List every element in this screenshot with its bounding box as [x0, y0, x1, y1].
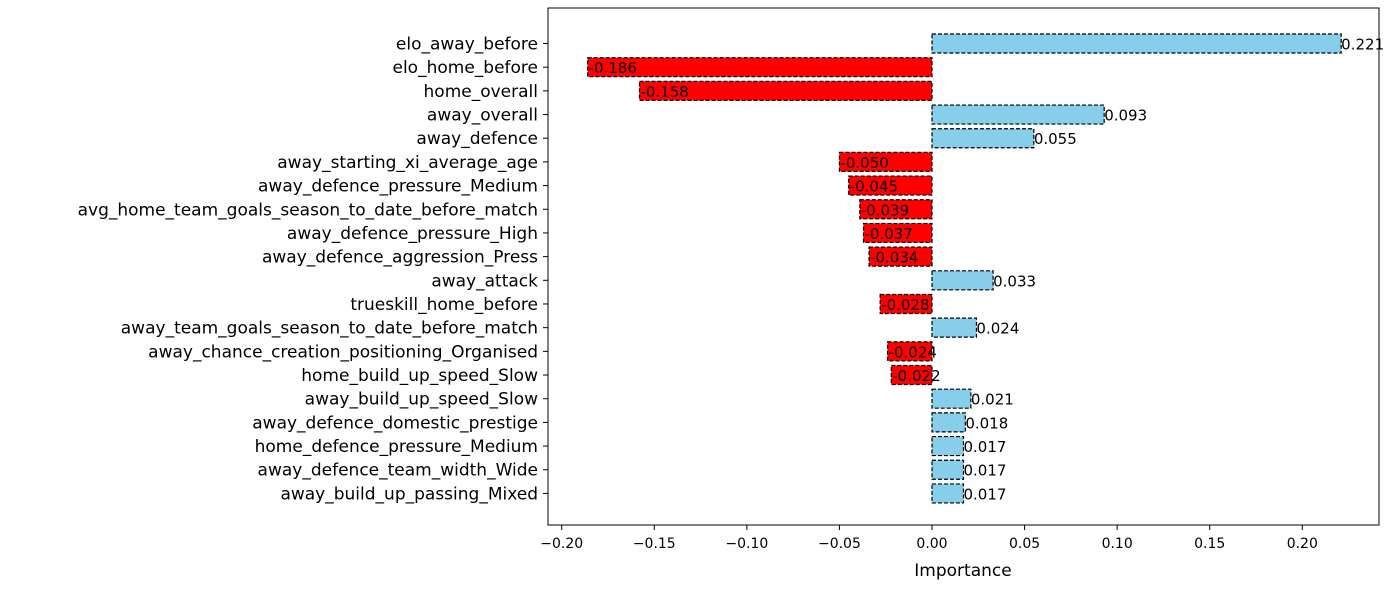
x-tick-label: 0.10 — [1102, 536, 1133, 552]
bar — [638, 80, 933, 101]
x-axis: −0.20 −0.15 −0.10 −0.05 0.00 0.05 0.10 0.15 0.20 — [540, 525, 1318, 552]
category-label: away_defence_pressure_High — [287, 224, 538, 244]
value-label: -0.028 — [881, 296, 929, 314]
category-label: away_starting_xi_average_age — [277, 153, 538, 173]
x-axis-title: Importance — [914, 561, 1011, 581]
category-label: away_defence_team_width_Wide — [258, 461, 538, 481]
x-tick-label: −0.20 — [540, 536, 583, 552]
value-label: 0.033 — [993, 272, 1036, 290]
value-label: 0.055 — [1034, 130, 1077, 148]
value-label: 0.024 — [976, 320, 1019, 338]
bar — [838, 151, 933, 172]
value-label: -0.039 — [861, 201, 909, 219]
x-tick-label: −0.15 — [633, 536, 676, 552]
value-label: -0.158 — [640, 83, 688, 101]
x-tick-label: −0.05 — [818, 536, 861, 552]
bar — [931, 128, 1035, 149]
bar — [879, 293, 933, 315]
bar — [848, 175, 933, 196]
value-label: -0.037 — [864, 225, 912, 243]
category-label: away_build_up_speed_Slow — [305, 390, 538, 410]
category-label: away_team_goals_season_to_date_before_ma… — [121, 319, 538, 339]
value-label: -0.050 — [840, 154, 888, 172]
value-label: -0.024 — [889, 343, 937, 361]
bar — [868, 246, 933, 267]
bar — [931, 317, 978, 338]
category-label: home_defence_pressure_Medium — [255, 437, 538, 457]
bar — [931, 459, 965, 480]
y-axis: elo_away_before elo_home_before home_overa… — [78, 35, 548, 504]
category-label: avg_home_team_goals_season_to_date_befor… — [78, 200, 538, 220]
value-label: -0.186 — [589, 59, 637, 77]
value-label: 0.017 — [963, 462, 1006, 480]
bar — [890, 364, 933, 386]
category-label: elo_away_before — [396, 35, 538, 55]
category-label: away_build_up_passing_Mixed — [280, 484, 538, 504]
x-tick-label: 0.00 — [916, 536, 947, 552]
value-label: -0.034 — [870, 249, 918, 267]
category-label: home_build_up_speed_Slow — [301, 366, 538, 386]
bar — [587, 57, 933, 78]
bar — [859, 199, 933, 220]
bar — [931, 412, 966, 433]
x-tick-label: 0.15 — [1194, 536, 1225, 552]
value-label: 0.017 — [963, 485, 1006, 503]
plot-frame — [547, 7, 1380, 526]
category-label: trueskill_home_before — [350, 295, 538, 315]
category-label: away_overall — [427, 106, 538, 126]
bar — [886, 341, 933, 362]
category-label: away_defence_pressure_Medium — [258, 177, 538, 197]
value-label: 0.021 — [971, 391, 1014, 409]
value-label: -0.045 — [850, 178, 898, 196]
category-label: away_chance_creation_positioning_Organis… — [148, 342, 538, 362]
bar — [931, 104, 1105, 125]
value-label: 0.093 — [1104, 107, 1147, 125]
bar — [931, 270, 994, 291]
category-label: home_overall — [424, 82, 538, 102]
category-label: away_attack — [431, 271, 538, 291]
category-label: away_defence_domestic_prestige — [252, 413, 538, 433]
category-label: away_defence — [416, 129, 538, 149]
bar — [931, 33, 1342, 54]
x-tick-label: 0.20 — [1287, 536, 1318, 552]
category-label: elo_home_before — [393, 58, 539, 78]
value-label: 0.017 — [963, 438, 1006, 456]
x-tick-label: 0.05 — [1009, 536, 1040, 552]
category-label: away_defence_aggression_Press — [262, 248, 538, 268]
bar — [931, 435, 965, 457]
bar — [931, 388, 972, 409]
value-label: -0.022 — [892, 367, 940, 385]
value-label: 0.221 — [1341, 36, 1384, 54]
value-labels-layer: 0.221 -0.186-0.158 0.093 0.055 -0.050 -0.045 -… — [589, 36, 1385, 504]
x-tick-label: −0.10 — [725, 536, 768, 552]
bar — [862, 222, 933, 244]
bar — [931, 483, 965, 504]
bars-layer — [587, 33, 1342, 504]
value-label: 0.018 — [965, 414, 1008, 432]
